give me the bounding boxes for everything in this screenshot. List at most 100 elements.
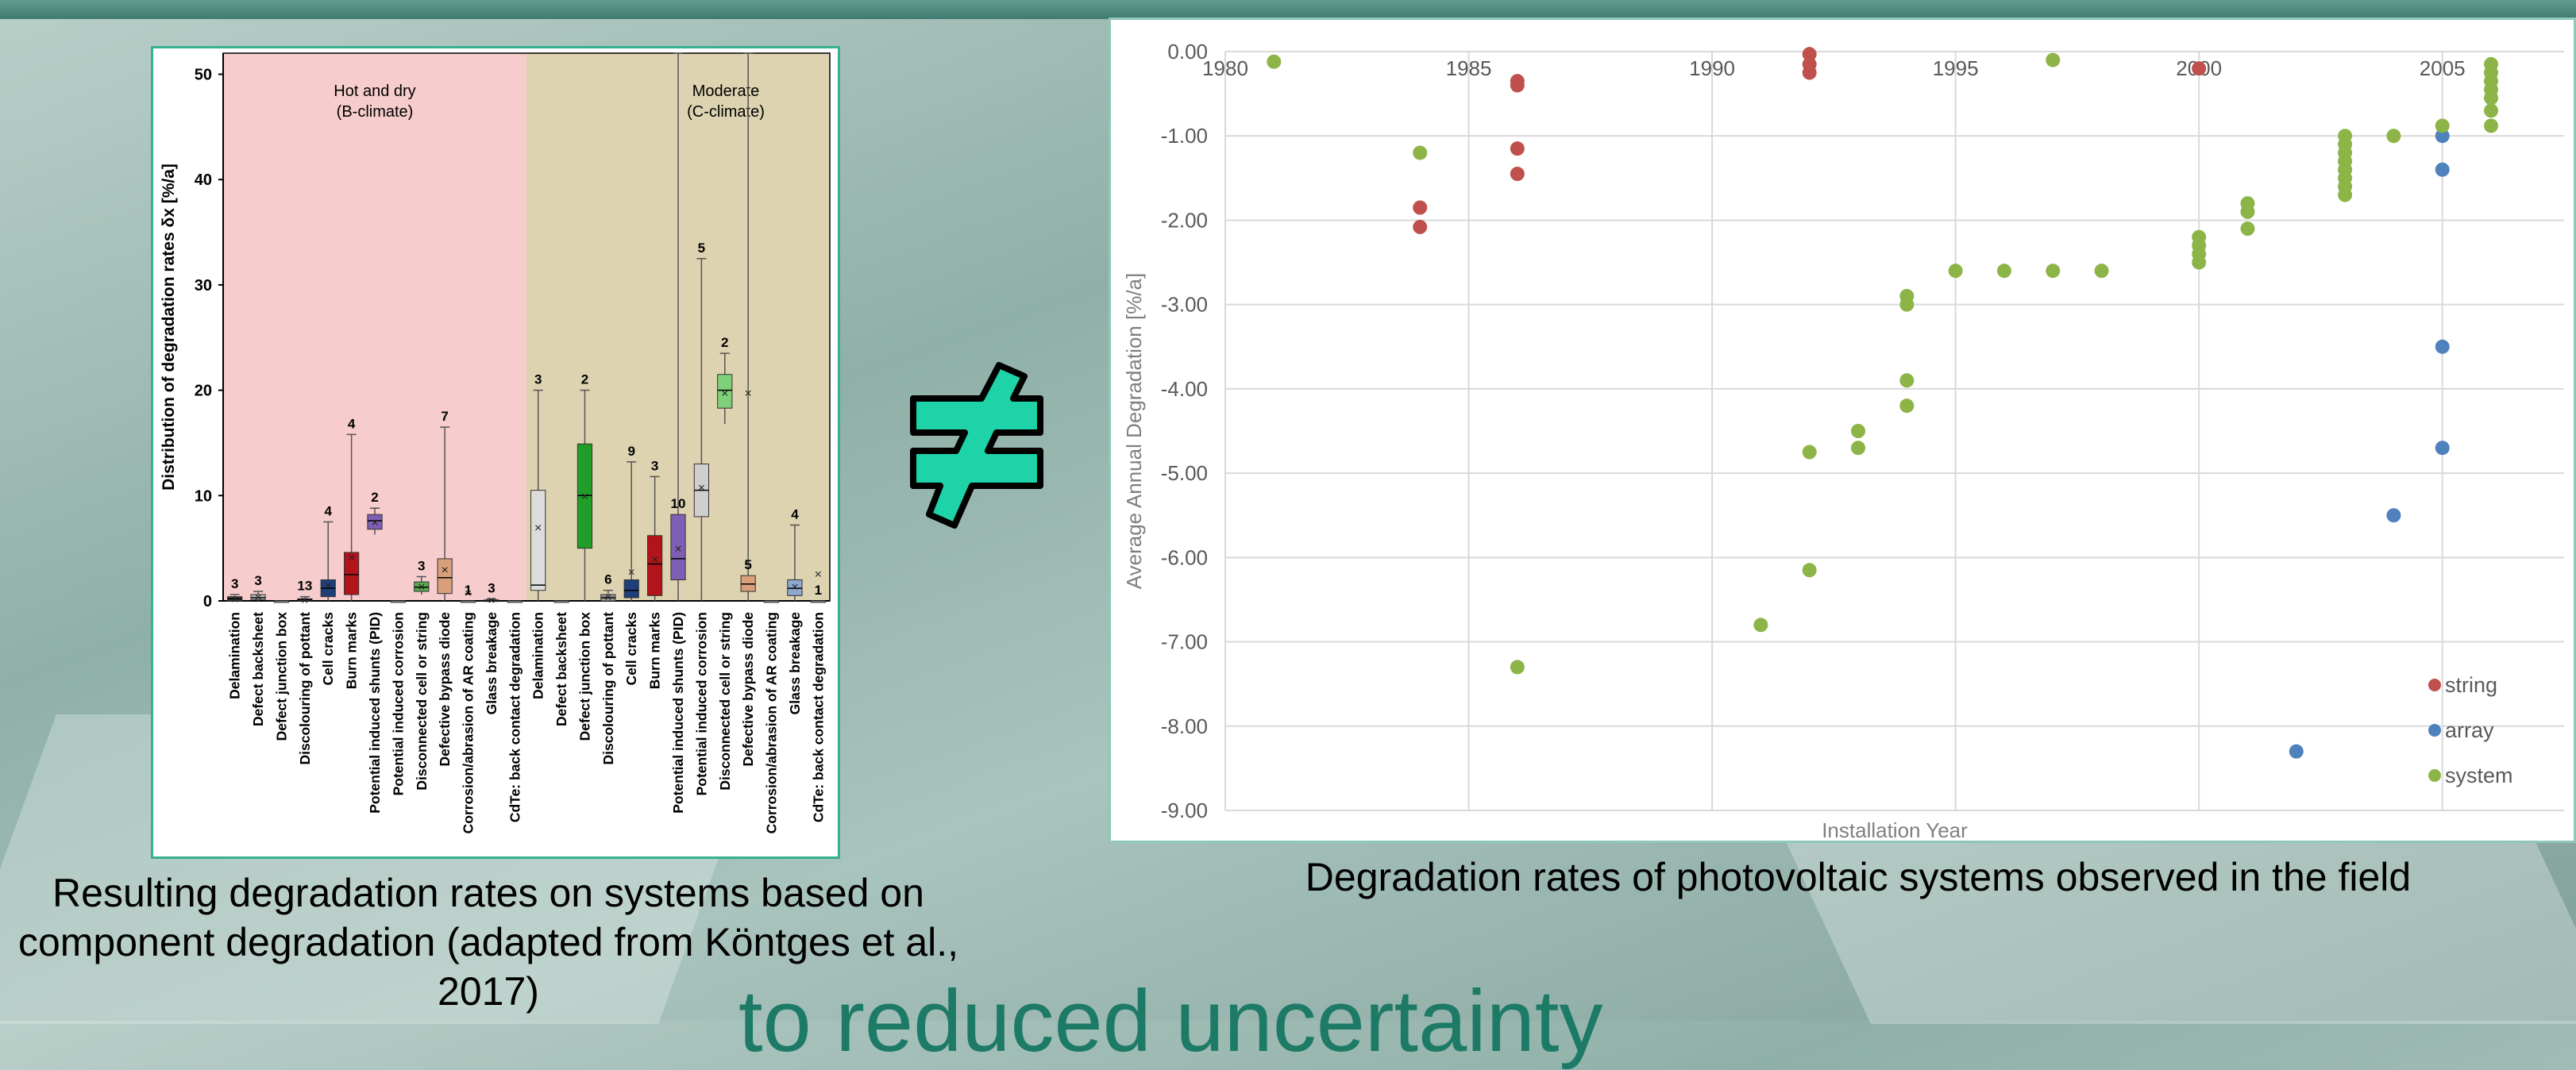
box-count-label: 9 xyxy=(627,444,634,459)
x-tick-label: Delamination xyxy=(530,612,546,699)
x-tick-label: Defect backsheet xyxy=(250,612,266,726)
box-mean-marker: × xyxy=(651,553,658,567)
x-tick-label: 1980 xyxy=(1202,56,1248,80)
box xyxy=(530,490,546,591)
x-tick-label: 1985 xyxy=(1446,56,1492,80)
data-point-system xyxy=(2435,118,2450,133)
box-count-label: 3 xyxy=(534,372,542,387)
box-mean-marker: × xyxy=(348,551,355,564)
legend-marker-string xyxy=(2428,679,2441,691)
box-mean-marker: × xyxy=(581,490,588,503)
box xyxy=(367,514,383,530)
data-point-system xyxy=(1510,660,1525,675)
data-point-system xyxy=(2046,264,2061,279)
data-point-string xyxy=(2192,61,2207,76)
box-mean-marker: × xyxy=(465,587,472,600)
x-tick-label: Disconnected cell or string xyxy=(717,612,733,791)
y-tick-label: -5.00 xyxy=(1161,461,1208,485)
plot-frame xyxy=(222,52,831,602)
box xyxy=(647,535,663,596)
box-count-label: 3 xyxy=(488,580,495,595)
box xyxy=(344,552,360,595)
y-tick-label: -4.00 xyxy=(1161,377,1208,401)
box xyxy=(390,600,406,603)
box xyxy=(460,600,476,603)
data-point-array xyxy=(2435,441,2450,456)
x-tick-label: Discolouring of pottant xyxy=(297,612,313,765)
x-tick-label: Defect junction box xyxy=(577,612,592,741)
data-point-system xyxy=(1851,441,1866,456)
y-axis-label: Distribution of degradation rates δx [%/… xyxy=(160,164,178,491)
box xyxy=(670,514,686,580)
box-count-label: 10 xyxy=(671,496,686,511)
region-sublabel: (B-climate) xyxy=(337,103,414,121)
x-tick-label: Glass breakage xyxy=(484,612,499,715)
top-banner xyxy=(0,0,2576,19)
not-equal-icon xyxy=(905,357,1048,540)
box-plot-chart: Hot and dry (B-climate) Moderate (C-climate… xyxy=(160,52,831,833)
data-point-string xyxy=(1802,47,1817,62)
data-point-system xyxy=(2046,52,2061,67)
box xyxy=(273,600,290,603)
x-tick-label: Burn marks xyxy=(647,612,663,690)
box-mean-marker: × xyxy=(231,593,238,606)
box-mean-marker: × xyxy=(744,387,751,400)
box-count-label: 2 xyxy=(581,372,588,387)
x-tick-label: CdTe: back contact degradation xyxy=(507,612,523,822)
y-tick-label: 20 xyxy=(195,383,212,400)
x-tick-label: Corrosion/abrasion of AR coating xyxy=(764,612,780,833)
data-point-system xyxy=(2484,90,2499,106)
data-point-system xyxy=(2484,118,2499,133)
x-tick-label: Delamination xyxy=(227,612,243,699)
x-tick-label: Defective bypass diode xyxy=(437,612,453,767)
box-count-label: 4 xyxy=(791,506,799,522)
data-point-system xyxy=(2338,187,2353,202)
data-point-system xyxy=(1413,145,1428,160)
data-point-string xyxy=(1802,65,1817,80)
y-tick-label: -2.00 xyxy=(1161,208,1208,232)
x-tick-label: 1990 xyxy=(1689,56,1735,80)
data-point-system xyxy=(1851,424,1866,438)
box-mean-marker: × xyxy=(604,591,611,605)
x-tick-label: Defect junction box xyxy=(273,612,289,741)
data-point-system xyxy=(1802,563,1817,578)
y-tick-label: -7.00 xyxy=(1161,630,1208,654)
data-point-string xyxy=(1510,141,1525,156)
data-point-string xyxy=(1510,78,1525,93)
x-tick-label: 2005 xyxy=(2420,56,2466,80)
y-tick-label: 0 xyxy=(203,593,212,610)
y-tick-label: 30 xyxy=(195,277,212,294)
box-count-label: 3 xyxy=(254,573,261,588)
x-tick-label: Corrosion/abrasion of AR coating xyxy=(461,612,476,833)
data-point-system xyxy=(2240,204,2255,219)
box-count-label: 7 xyxy=(441,409,448,424)
data-point-array xyxy=(2435,162,2450,177)
legend-label-system: system xyxy=(2445,764,2513,787)
y-tick-label: -9.00 xyxy=(1161,799,1208,822)
box xyxy=(553,600,569,603)
data-point-system xyxy=(2094,264,2109,279)
data-point-string xyxy=(1413,200,1428,215)
box-mean-marker: × xyxy=(674,543,681,556)
box-count-label: 4 xyxy=(324,503,332,518)
box-mean-marker: × xyxy=(418,580,425,594)
x-tick-label: Potential induced corrosion xyxy=(390,612,406,795)
x-tick-label: Cell cracks xyxy=(320,612,336,686)
data-point-array xyxy=(2435,339,2450,354)
legend-label-array: array xyxy=(2445,718,2494,742)
right-caption: Degradation rates of photovoltaic system… xyxy=(1305,855,2412,899)
box-count-label: 1 xyxy=(465,583,472,598)
legend-marker-array xyxy=(2428,724,2441,737)
x-tick-label: Cell cracks xyxy=(623,612,639,686)
x-tick-label: Discolouring of pottant xyxy=(600,612,616,765)
box-mean-marker: × xyxy=(815,568,822,582)
y-tick-label: -8.00 xyxy=(1161,714,1208,738)
legend-label-string: string xyxy=(2445,673,2497,697)
box xyxy=(623,579,639,599)
box-count-label: 3 xyxy=(651,458,658,473)
box-mean-marker: × xyxy=(698,482,705,495)
box xyxy=(763,600,780,603)
box xyxy=(437,558,453,595)
box-mean-marker: × xyxy=(488,595,495,608)
region-label: Moderate xyxy=(692,83,760,100)
